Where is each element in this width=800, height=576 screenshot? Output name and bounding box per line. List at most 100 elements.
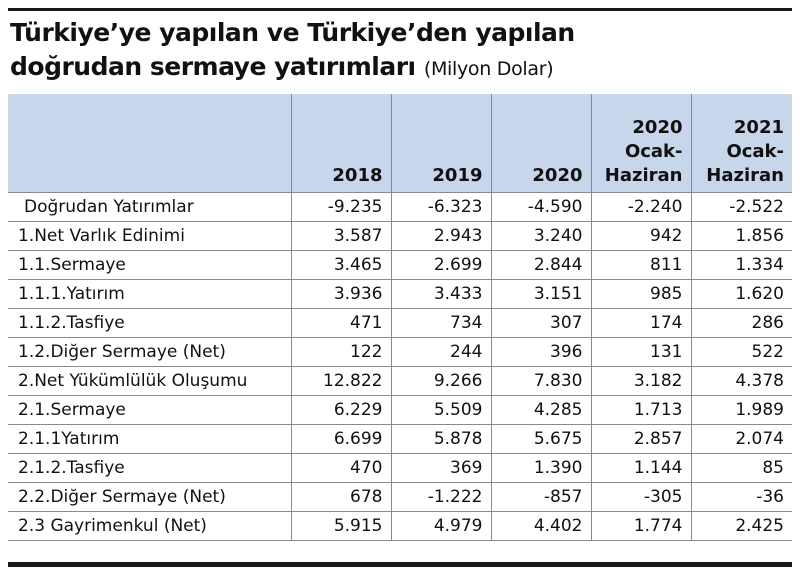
table-cell: 369	[390, 453, 491, 483]
column-header-4: 2020 Ocak- Haziran	[590, 94, 691, 193]
row-label: 1.Net Varlık Edinimi	[8, 221, 291, 251]
table-cell: 6.229	[290, 395, 391, 425]
table-cell: 985	[590, 279, 691, 309]
row-label: 1.2.Diğer Sermaye (Net)	[8, 337, 291, 367]
table-cell: -6.323	[390, 192, 491, 222]
column-header-4-l1: 2020	[632, 117, 683, 138]
table-cell: 471	[290, 308, 391, 338]
row-label: 1.1.Sermaye	[8, 250, 291, 280]
table-cell: -2.240	[590, 192, 691, 222]
column-header-0-l2	[8, 140, 283, 164]
table-cell: 1.856	[690, 221, 792, 251]
table-cell: 3.151	[490, 279, 591, 309]
table-row: 2.1.1Yatırım 6.699 5.878 5.675 2.857 2.074	[8, 424, 792, 454]
table-cell: 2.844	[490, 250, 591, 280]
table-cell: 734	[390, 308, 491, 338]
table-row: 2.1.Sermaye 6.229 5.509 4.285 1.713 1.989	[8, 395, 792, 425]
column-header-1-l1	[292, 116, 383, 140]
row-label: 2.2.Diğer Sermaye (Net)	[8, 482, 291, 512]
table-cell: 5.509	[390, 395, 491, 425]
table-row: 2.2.Diğer Sermaye (Net) 678 -1.222 -857 -305…	[8, 482, 792, 512]
table-cell: -9.235	[290, 192, 391, 222]
table-cell: 2.425	[690, 511, 792, 541]
row-label: 2.1.2.Tasfiye	[8, 453, 291, 483]
table-cell: 3.240	[490, 221, 591, 251]
table-body: Doğrudan Yatırımlar -9.235 -6.323 -4.590 -2.…	[8, 192, 792, 541]
table-cell: -1.222	[390, 482, 491, 512]
column-header-3-l1	[492, 116, 583, 140]
column-header-2: 2019	[390, 94, 491, 193]
table-row: 1.Net Varlık Edinimi 3.587 2.943 3.240 942 1.…	[8, 221, 792, 251]
column-header-3-l3: 2020	[532, 165, 583, 186]
table-cell: 5.915	[290, 511, 391, 541]
table-cell: 1.620	[690, 279, 792, 309]
title-unit: (Milyon Dolar)	[423, 58, 554, 80]
column-header-2-l2	[392, 140, 483, 164]
row-label: 2.Net Yükümlülük Oluşumu	[8, 366, 291, 396]
table-cell: 4.285	[490, 395, 591, 425]
table-cell: 5.878	[390, 424, 491, 454]
table-cell: 131	[590, 337, 691, 367]
table-cell: 1.144	[590, 453, 691, 483]
table-cell: 1.774	[590, 511, 691, 541]
title-line-2-text: doğrudan sermaye yatırımları	[10, 52, 416, 81]
table-cell: 1.334	[690, 250, 792, 280]
table-cell: 12.822	[290, 366, 391, 396]
table-header: 2018 2019 2020 2020 Ocak- Haziran 2021 Ocak- H…	[8, 94, 792, 193]
table-cell: 811	[590, 250, 691, 280]
bottom-rule	[8, 562, 792, 567]
table-cell: 1.713	[590, 395, 691, 425]
table-cell: 3.182	[590, 366, 691, 396]
table-cell: 3.936	[290, 279, 391, 309]
column-header-1-l3: 2018	[332, 165, 383, 186]
column-header-5-l1: 2021	[733, 117, 784, 138]
table-cell: 4.402	[490, 511, 591, 541]
table-cell: -857	[490, 482, 591, 512]
table-cell: 3.587	[290, 221, 391, 251]
row-label: 2.1.1Yatırım	[8, 424, 291, 454]
table-cell: -2.522	[690, 192, 792, 222]
column-header-5-l2: Ocak-	[726, 141, 784, 162]
table-row: 1.1.2.Tasfiye 471 734 307 174 286	[8, 308, 792, 338]
column-header-2-l1	[392, 116, 483, 140]
table-cell: 307	[490, 308, 591, 338]
column-header-5-l3: Haziran	[706, 165, 784, 186]
top-rule	[8, 8, 792, 11]
table-cell: 4.378	[690, 366, 792, 396]
table-cell: 174	[590, 308, 691, 338]
column-header-3-l2	[492, 140, 583, 164]
table-row: 2.Net Yükümlülük Oluşumu 12.822 9.266 7.830…	[8, 366, 792, 396]
table-cell: 470	[290, 453, 391, 483]
table-row: 1.1.Sermaye 3.465 2.699 2.844 811 1.334	[8, 250, 792, 280]
table-cell: 522	[690, 337, 792, 367]
table-cell: 122	[290, 337, 391, 367]
table-cell: 6.699	[290, 424, 391, 454]
table-cell: 85	[690, 453, 792, 483]
table-cell: 3.433	[390, 279, 491, 309]
table-cell: 5.675	[490, 424, 591, 454]
column-header-0-l3	[8, 164, 283, 188]
table-row: 2.3 Gayrimenkul (Net) 5.915 4.979 4.402 1.77…	[8, 511, 792, 541]
column-header-1-l2	[292, 140, 383, 164]
column-header-4-l3: Haziran	[604, 165, 683, 186]
title-line-2: doğrudan sermaye yatırımları (Milyon Dol…	[10, 50, 790, 86]
row-label: 1.1.2.Tasfiye	[8, 308, 291, 338]
column-header-2-l3: 2019	[432, 165, 483, 186]
row-label: Doğrudan Yatırımlar	[8, 192, 291, 222]
header-row: 2018 2019 2020 2020 Ocak- Haziran 2021 Ocak- H…	[8, 94, 792, 193]
table-cell: 7.830	[490, 366, 591, 396]
table-cell: 678	[290, 482, 391, 512]
table-cell: 1.989	[690, 395, 792, 425]
table-cell: 2.943	[390, 221, 491, 251]
table-cell: -36	[690, 482, 792, 512]
title-line-1: Türkiye’ye yapılan ve Türkiye’den yapıla…	[10, 18, 575, 47]
table-cell: 286	[690, 308, 792, 338]
table-cell: -4.590	[490, 192, 591, 222]
table-row: 2.1.2.Tasfiye 470 369 1.390 1.144 85	[8, 453, 792, 483]
table-cell: 1.390	[490, 453, 591, 483]
row-label: 1.1.1.Yatırım	[8, 279, 291, 309]
table-cell: 4.979	[390, 511, 491, 541]
column-header-3: 2020	[490, 94, 591, 193]
table-cell: 2.074	[690, 424, 792, 454]
table-cell: 3.465	[290, 250, 391, 280]
